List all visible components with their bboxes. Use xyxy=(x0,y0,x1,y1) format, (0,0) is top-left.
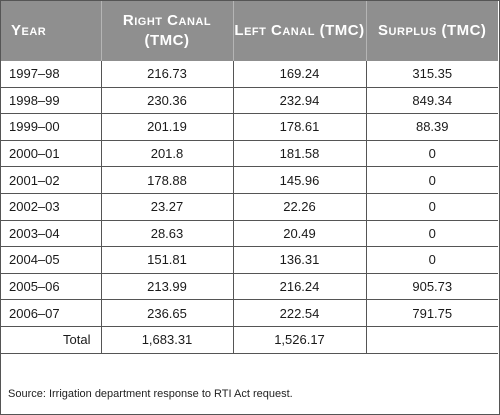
table-row: 2001–02 178.88 145.96 0 xyxy=(1,166,498,194)
cell-left-canal: 232.94 xyxy=(233,87,367,115)
cell-left-canal: 22.26 xyxy=(233,193,367,221)
cell-right-canal: 151.81 xyxy=(101,246,234,274)
header-left-canal: Left Canal (TMC) xyxy=(233,1,367,61)
cell-surplus: 849.34 xyxy=(366,87,498,115)
total-left-canal: 1,526.17 xyxy=(233,326,367,354)
total-row: Total 1,683.31 1,526.17 xyxy=(1,326,498,354)
cell-surplus: 0 xyxy=(366,193,498,221)
cell-right-canal: 236.65 xyxy=(101,299,234,327)
header-surplus: Surplus (TMC) xyxy=(366,1,498,61)
cell-right-canal: 213.99 xyxy=(101,273,234,301)
cell-left-canal: 169.24 xyxy=(233,61,367,88)
cell-surplus: 0 xyxy=(366,140,498,168)
total-label: Total xyxy=(1,326,102,354)
cell-year: 2003–04 xyxy=(1,220,102,248)
header-year: Year xyxy=(1,1,102,61)
total-right-canal: 1,683.31 xyxy=(101,326,234,354)
cell-surplus: 905.73 xyxy=(366,273,498,301)
cell-left-canal: 181.58 xyxy=(233,140,367,168)
table-row: 2005–06 213.99 216.24 905.73 xyxy=(1,273,498,301)
cell-right-canal: 178.88 xyxy=(101,166,234,194)
table-row: 1997–98 216.73 169.24 315.35 xyxy=(1,61,498,88)
cell-right-canal: 216.73 xyxy=(101,61,234,88)
table-row: 2000–01 201.8 181.58 0 xyxy=(1,140,498,168)
canal-data-table: Year Right Canal (TMC) Left Canal (TMC) … xyxy=(1,1,498,354)
table-row: 2002–03 23.27 22.26 0 xyxy=(1,193,498,221)
header-row: Year Right Canal (TMC) Left Canal (TMC) … xyxy=(1,1,498,61)
cell-left-canal: 216.24 xyxy=(233,273,367,301)
cell-year: 2002–03 xyxy=(1,193,102,221)
cell-year: 1998–99 xyxy=(1,87,102,115)
cell-surplus: 791.75 xyxy=(366,299,498,327)
source-note: Source: Irrigation department response t… xyxy=(8,388,293,400)
cell-year: 1997–98 xyxy=(1,61,102,88)
table-row: 1999–00 201.19 178.61 88.39 xyxy=(1,113,498,141)
cell-left-canal: 145.96 xyxy=(233,166,367,194)
total-surplus xyxy=(366,326,498,354)
table-row: 2004–05 151.81 136.31 0 xyxy=(1,246,498,274)
cell-year: 2000–01 xyxy=(1,140,102,168)
cell-left-canal: 222.54 xyxy=(233,299,367,327)
cell-year: 2004–05 xyxy=(1,246,102,274)
cell-year: 2001–02 xyxy=(1,166,102,194)
cell-year: 1999–00 xyxy=(1,113,102,141)
cell-surplus: 0 xyxy=(366,220,498,248)
cell-year: 2006–07 xyxy=(1,299,102,327)
cell-right-canal: 230.36 xyxy=(101,87,234,115)
cell-right-canal: 201.19 xyxy=(101,113,234,141)
header-right-canal: Right Canal (TMC) xyxy=(101,1,234,61)
table-row: 1998–99 230.36 232.94 849.34 xyxy=(1,87,498,115)
cell-right-canal: 23.27 xyxy=(101,193,234,221)
cell-surplus: 88.39 xyxy=(366,113,498,141)
table-row: 2003–04 28.63 20.49 0 xyxy=(1,220,498,248)
table-row: 2006–07 236.65 222.54 791.75 xyxy=(1,299,498,327)
cell-surplus: 0 xyxy=(366,246,498,274)
cell-right-canal: 201.8 xyxy=(101,140,234,168)
cell-surplus: 315.35 xyxy=(366,61,498,88)
cell-surplus: 0 xyxy=(366,166,498,194)
cell-left-canal: 136.31 xyxy=(233,246,367,274)
cell-left-canal: 178.61 xyxy=(233,113,367,141)
cell-right-canal: 28.63 xyxy=(101,220,234,248)
cell-left-canal: 20.49 xyxy=(233,220,367,248)
cell-year: 2005–06 xyxy=(1,273,102,301)
